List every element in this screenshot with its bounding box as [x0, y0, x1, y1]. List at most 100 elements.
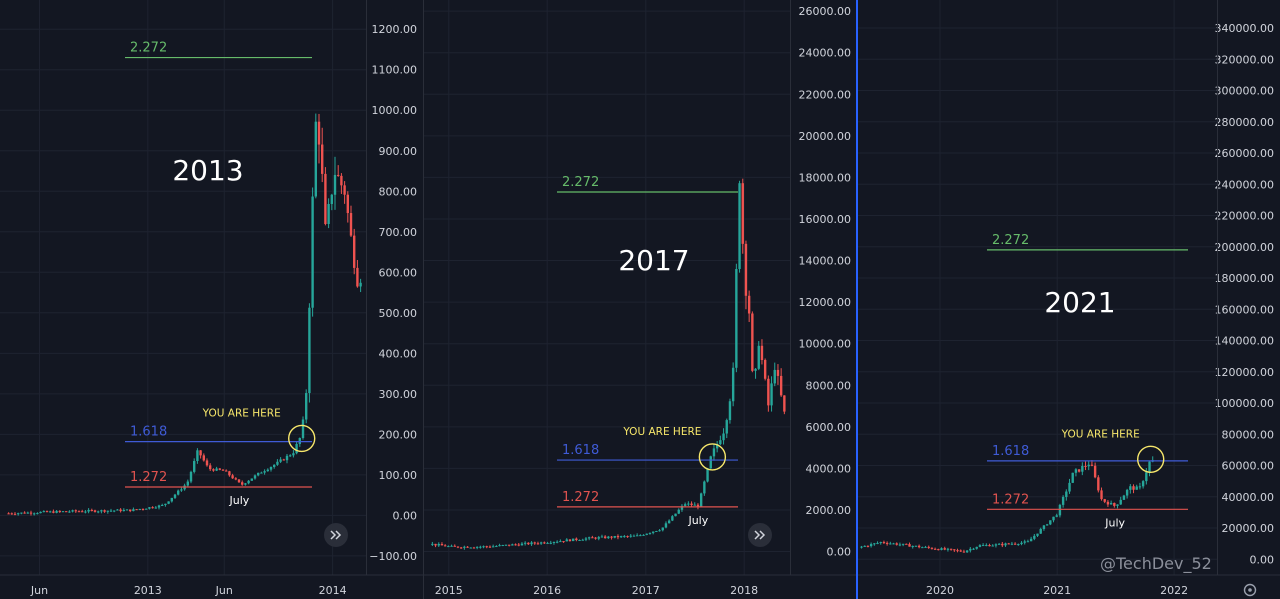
- candle-body: [921, 547, 924, 549]
- month-note-label: July: [229, 494, 250, 507]
- candle-body: [985, 544, 988, 546]
- candle-body: [463, 546, 466, 548]
- candle-body: [501, 545, 504, 547]
- scroll-to-realtime-button[interactable]: [748, 523, 772, 547]
- candle-body: [933, 548, 937, 550]
- candle-body: [154, 507, 158, 509]
- candle-body: [747, 295, 751, 314]
- candle-body: [905, 543, 908, 545]
- time-tick-label: Jun: [30, 584, 48, 597]
- candle-body: [1084, 466, 1087, 468]
- candle-body: [1026, 541, 1030, 543]
- candle-body: [39, 511, 42, 514]
- candle-body: [170, 497, 174, 502]
- candle-body: [511, 544, 514, 546]
- scroll-to-realtime-button[interactable]: [324, 523, 348, 547]
- candle-body: [1138, 486, 1142, 488]
- candle-body: [269, 467, 273, 470]
- candle-body: [125, 509, 129, 511]
- candle-body: [13, 513, 17, 515]
- fib-level-label: 1.618: [130, 425, 167, 440]
- fib-level-label: 2.272: [130, 41, 167, 56]
- candle-body: [988, 544, 991, 547]
- candle-body: [1036, 533, 1039, 536]
- candle-body: [340, 175, 343, 186]
- candle-body: [74, 510, 78, 512]
- time-tick-label: 2020: [926, 584, 954, 597]
- candle-body: [658, 530, 661, 532]
- candle-body: [943, 548, 946, 550]
- candle-body: [141, 508, 145, 510]
- candle-body: [193, 461, 196, 472]
- candle-body: [440, 544, 444, 546]
- candle-body: [741, 183, 744, 244]
- candle-body: [591, 537, 594, 539]
- candle-body: [555, 541, 559, 543]
- candle-body: [250, 478, 254, 481]
- candle-body: [333, 174, 337, 195]
- candle-body: [1033, 535, 1036, 539]
- candle-body: [751, 313, 754, 371]
- candle-body: [109, 510, 113, 512]
- price-tick-label: 1100.00: [372, 64, 418, 77]
- candle-body: [972, 548, 975, 550]
- candle-body: [504, 544, 508, 546]
- candle-body: [20, 512, 23, 514]
- price-axis: 26000.00 24000.00 22000.00 20000.00 18000.00…: [799, 5, 852, 558]
- candle-body: [527, 542, 530, 545]
- candle-body: [1058, 504, 1062, 516]
- candle-body: [61, 511, 65, 513]
- candle-body: [450, 545, 453, 547]
- candle-body: [1001, 543, 1004, 546]
- candle-body: [536, 543, 540, 545]
- candle-body: [626, 536, 629, 538]
- candle-body: [885, 542, 889, 544]
- candle-body: [29, 512, 33, 514]
- candle-body: [237, 479, 241, 483]
- candle-body: [549, 542, 552, 544]
- candle-body: [738, 183, 741, 269]
- double-chevron-right-icon: [330, 530, 342, 540]
- price-tick-label: 140000.00: [1215, 335, 1275, 348]
- candle-body: [1106, 501, 1110, 505]
- settings-icon[interactable]: [1243, 583, 1257, 597]
- candle-body: [507, 544, 511, 546]
- candle-body: [215, 468, 218, 471]
- price-axis: 1200.00 1100.00 1000.00 900.00 800.00 700.00 6…: [369, 23, 417, 563]
- candlesticks: [860, 456, 1154, 553]
- candle-body: [93, 510, 97, 512]
- candle-body: [199, 450, 202, 456]
- candle-body: [735, 268, 738, 368]
- candle-body: [1049, 520, 1052, 525]
- price-tick-label: 40000.00: [1222, 491, 1275, 504]
- candle-body: [898, 544, 902, 546]
- price-tick-label: 16000.00: [799, 213, 852, 226]
- candle-body: [863, 545, 866, 547]
- candle-body: [1129, 486, 1132, 490]
- price-axis: 340000.00 320000.00 300000.00 280000.00 2600…: [1215, 22, 1275, 566]
- candle-body: [161, 504, 164, 506]
- you-are-here-label: YOU ARE HERE: [202, 407, 281, 419]
- candle-body: [610, 536, 613, 538]
- candle-body: [221, 469, 225, 471]
- month-note-label: July: [1104, 516, 1125, 529]
- candle-body: [26, 512, 30, 514]
- candle-body: [1071, 472, 1074, 483]
- candle-body: [151, 507, 154, 509]
- fib-level-label: 1.272: [992, 492, 1029, 507]
- candle-body: [1135, 486, 1138, 490]
- candle-body: [953, 549, 956, 551]
- candle-body: [597, 537, 600, 539]
- candle-body: [533, 542, 536, 544]
- candle-body: [148, 507, 151, 509]
- candle-body: [100, 510, 103, 512]
- candle-body: [523, 542, 527, 544]
- time-tick-label: Jun: [215, 584, 233, 597]
- candle-body: [437, 544, 440, 546]
- candle-body: [205, 460, 209, 466]
- candle-body: [965, 550, 969, 553]
- candle-body: [456, 546, 460, 548]
- candle-body: [1109, 502, 1113, 505]
- candle-body: [202, 455, 206, 461]
